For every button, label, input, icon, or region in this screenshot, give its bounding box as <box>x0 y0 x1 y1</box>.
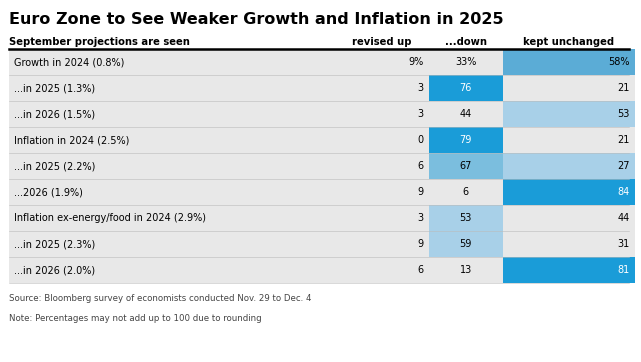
Text: Euro Zone to See Weaker Growth and Inflation in 2025: Euro Zone to See Weaker Growth and Infla… <box>9 12 504 27</box>
Text: 53: 53 <box>460 213 472 223</box>
Text: 3: 3 <box>417 213 424 223</box>
Bar <box>335 75 429 101</box>
Text: 84: 84 <box>617 187 629 197</box>
Bar <box>429 257 503 283</box>
Bar <box>503 179 635 205</box>
Bar <box>503 231 635 257</box>
Text: 79: 79 <box>460 135 472 145</box>
Text: 67: 67 <box>460 161 472 171</box>
Text: 9%: 9% <box>408 57 424 67</box>
Text: September projections are seen: September projections are seen <box>9 37 190 47</box>
Text: kept unchanged: kept unchanged <box>524 37 615 47</box>
Bar <box>9 153 335 179</box>
Bar <box>335 127 429 153</box>
Text: 6: 6 <box>417 265 424 275</box>
Bar <box>429 205 503 231</box>
Text: 76: 76 <box>460 83 472 93</box>
Bar <box>503 127 635 153</box>
Text: 33%: 33% <box>455 57 476 67</box>
Text: 81: 81 <box>617 265 629 275</box>
Text: 53: 53 <box>617 109 629 119</box>
Bar <box>429 153 503 179</box>
Bar <box>9 75 335 101</box>
Bar <box>335 49 429 75</box>
Bar <box>9 231 335 257</box>
Bar <box>503 101 635 127</box>
Text: 9: 9 <box>417 187 424 197</box>
Bar <box>335 153 429 179</box>
Bar <box>503 205 635 231</box>
Bar <box>9 127 335 153</box>
Text: 59: 59 <box>460 239 472 249</box>
Text: 6: 6 <box>417 161 424 171</box>
Bar <box>503 49 635 75</box>
Text: 0: 0 <box>417 135 424 145</box>
Text: 31: 31 <box>617 239 629 249</box>
Text: 13: 13 <box>460 265 472 275</box>
Text: 44: 44 <box>460 109 472 119</box>
Text: Note: Percentages may not add up to 100 due to rounding: Note: Percentages may not add up to 100 … <box>9 313 262 323</box>
Text: 9: 9 <box>417 239 424 249</box>
Bar <box>429 101 503 127</box>
Text: 44: 44 <box>617 213 629 223</box>
Bar <box>429 231 503 257</box>
Bar <box>9 205 335 231</box>
Bar <box>503 257 635 283</box>
Text: ...in 2025 (1.3%): ...in 2025 (1.3%) <box>14 83 96 93</box>
Text: 21: 21 <box>617 135 629 145</box>
Bar <box>429 179 503 205</box>
Bar <box>335 101 429 127</box>
Bar <box>429 75 503 101</box>
Bar <box>429 127 503 153</box>
Bar <box>503 153 635 179</box>
Bar <box>9 257 335 283</box>
Text: ...in 2026 (1.5%): ...in 2026 (1.5%) <box>14 109 96 119</box>
Text: ...in 2025 (2.2%): ...in 2025 (2.2%) <box>14 161 96 171</box>
Bar <box>429 49 503 75</box>
Text: 27: 27 <box>617 161 629 171</box>
Text: 3: 3 <box>417 83 424 93</box>
Text: revised up: revised up <box>352 37 412 47</box>
Text: 58%: 58% <box>608 57 629 67</box>
Bar <box>335 205 429 231</box>
Text: 6: 6 <box>463 187 469 197</box>
Text: ...in 2026 (2.0%): ...in 2026 (2.0%) <box>14 265 96 275</box>
Text: ...in 2025 (2.3%): ...in 2025 (2.3%) <box>14 239 96 249</box>
Bar <box>335 179 429 205</box>
Text: 21: 21 <box>617 83 629 93</box>
Bar <box>9 49 335 75</box>
Text: 3: 3 <box>417 109 424 119</box>
Text: Source: Bloomberg survey of economists conducted Nov. 29 to Dec. 4: Source: Bloomberg survey of economists c… <box>9 294 312 303</box>
Bar <box>335 257 429 283</box>
Text: Inflation in 2024 (2.5%): Inflation in 2024 (2.5%) <box>14 135 129 145</box>
Text: ...down: ...down <box>445 37 487 47</box>
Bar <box>503 75 635 101</box>
Bar <box>9 101 335 127</box>
Text: Inflation ex-energy/food in 2024 (2.9%): Inflation ex-energy/food in 2024 (2.9%) <box>14 213 206 223</box>
Text: Growth in 2024 (0.8%): Growth in 2024 (0.8%) <box>14 57 124 67</box>
Bar <box>9 179 335 205</box>
Bar <box>335 231 429 257</box>
Text: ...2026 (1.9%): ...2026 (1.9%) <box>14 187 83 197</box>
